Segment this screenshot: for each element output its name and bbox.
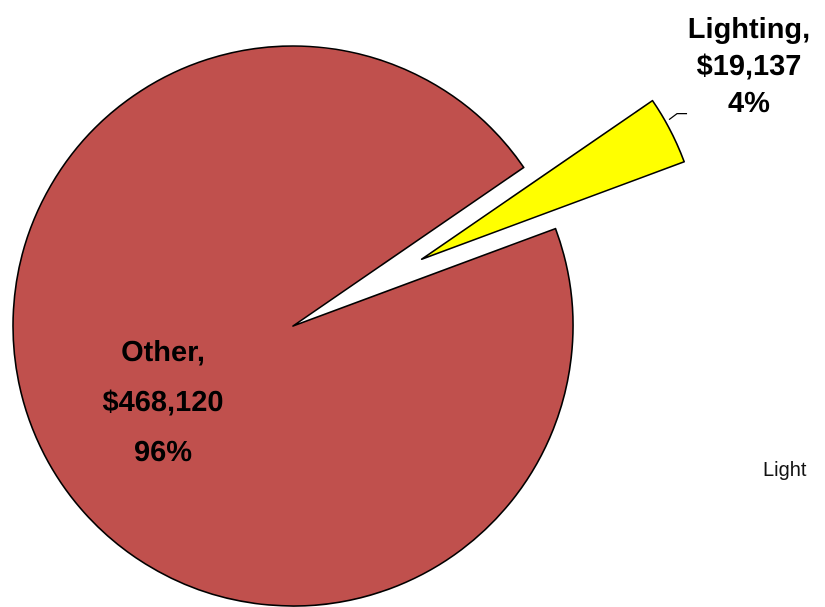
data-label-lighting: Lighting, $19,137 4% xyxy=(688,13,810,119)
data-label-other: Other, $468,120 96% xyxy=(103,336,224,468)
data-label-lighting-line-3: 4% xyxy=(728,87,770,119)
data-label-other-line-2: $468,120 xyxy=(103,386,224,418)
pie-slice-other xyxy=(12,45,574,607)
leaders-layer xyxy=(668,113,688,121)
labels-layer: Lighting, $19,137 4% Other, $468,120 96% xyxy=(103,13,811,468)
leader-line-lighting xyxy=(668,113,688,121)
data-label-other-line-1: Other, xyxy=(121,336,205,368)
pie-slice-lighting xyxy=(420,99,686,261)
slices-layer xyxy=(12,45,686,607)
legend-entry-partial: Light xyxy=(763,459,807,481)
data-label-lighting-line-2: $19,137 xyxy=(697,50,802,82)
data-label-lighting-line-1: Lighting, xyxy=(688,13,810,45)
data-label-other-line-3: 96% xyxy=(134,436,192,468)
